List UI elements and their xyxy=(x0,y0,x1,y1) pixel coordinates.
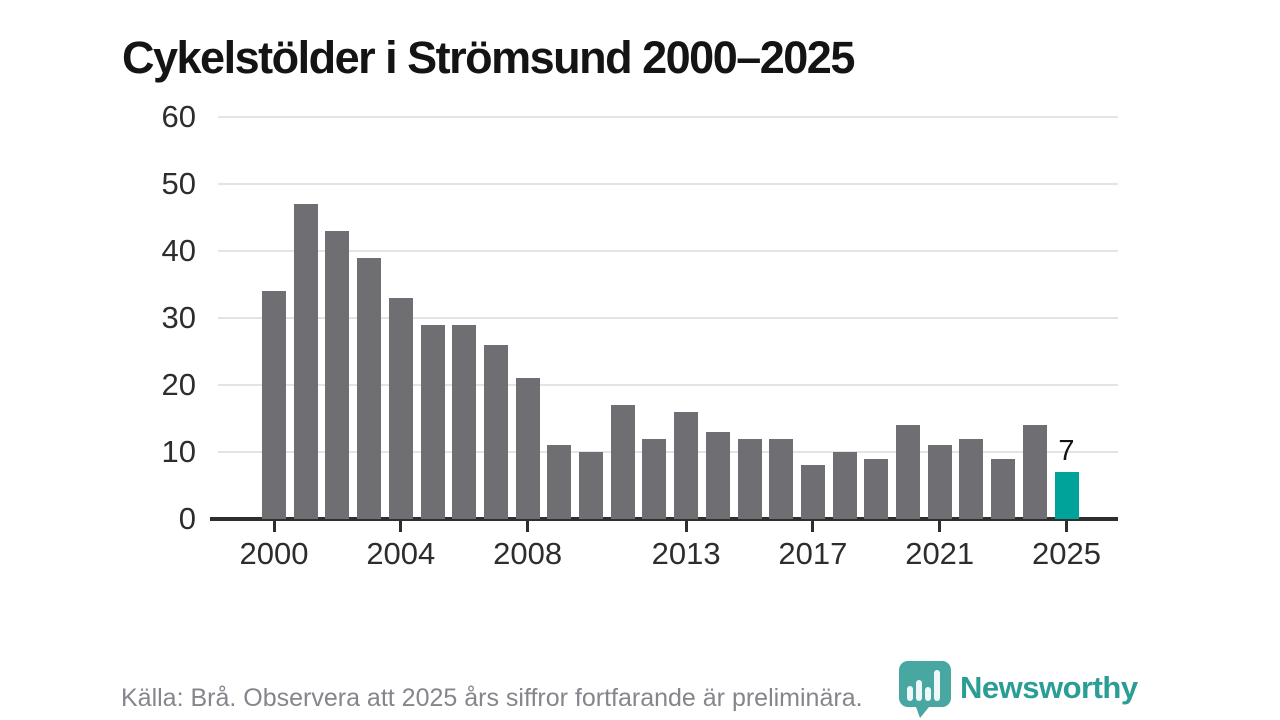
bar-2005 xyxy=(420,324,445,519)
bar-2000 xyxy=(262,291,286,519)
newsworthy-logo-icon xyxy=(899,661,951,718)
gridline-y-10 xyxy=(218,451,1118,453)
brand-lockup: Newsworthy xyxy=(896,660,1138,720)
y-tick-label-10: 10 xyxy=(161,434,196,469)
bar-2009 xyxy=(547,445,572,519)
bar-2002 xyxy=(325,230,350,519)
bar-2022 xyxy=(959,438,984,519)
x-tick-label-2025: 2025 xyxy=(1032,536,1101,571)
x-tick-2017 xyxy=(811,521,815,532)
bar-2020 xyxy=(896,425,920,519)
y-tick-label-40: 40 xyxy=(161,233,196,268)
gridline-y-30 xyxy=(218,317,1118,319)
plot-area: 2000 2004 2008 2013 2017 2021 2025 7 xyxy=(210,116,1118,571)
x-tick-label-2008: 2008 xyxy=(493,536,563,571)
bar-2007 xyxy=(483,344,508,519)
bar-2021 xyxy=(927,445,952,519)
x-tick-2013 xyxy=(684,521,688,532)
x-tick-2000 xyxy=(272,521,276,532)
gridline-y-20 xyxy=(218,384,1118,386)
x-tick-label-2013: 2013 xyxy=(651,536,721,571)
gridline-y-40 xyxy=(218,250,1118,252)
bar-2014 xyxy=(705,431,730,519)
bar-2018 xyxy=(832,452,857,519)
y-tick-label-30: 30 xyxy=(161,300,196,335)
x-tick-2021 xyxy=(938,521,942,532)
bar-2019 xyxy=(864,458,889,519)
bar-2010 xyxy=(579,452,603,519)
bar-2012 xyxy=(642,438,667,519)
gridline-y-60 xyxy=(218,116,1118,118)
bar-2016 xyxy=(769,438,794,519)
x-tick-2008 xyxy=(526,521,530,532)
bar-2004 xyxy=(388,297,413,519)
y-tick-label-50: 50 xyxy=(161,166,196,201)
source-note: Källa: Brå. Observera att 2025 års siffr… xyxy=(121,684,863,712)
brand-name: Newsworthy xyxy=(960,670,1138,705)
bar-2013 xyxy=(674,411,699,519)
x-axis-line xyxy=(210,517,1118,521)
bar-2024 xyxy=(1022,425,1047,519)
x-tick-label-2021: 2021 xyxy=(905,536,975,571)
bar-2003 xyxy=(357,257,382,519)
x-tick-label-2004: 2004 xyxy=(366,536,436,571)
y-tick-label-0: 0 xyxy=(178,501,196,536)
bar-2025 xyxy=(1054,472,1079,519)
bar-2006 xyxy=(452,324,477,519)
chart-title: Cykelstölder i Strömsund 2000–2025 xyxy=(122,32,855,84)
x-tick-2025 xyxy=(1065,521,1068,532)
highlight-value-label: 7 xyxy=(1058,435,1075,468)
gridline-y-50 xyxy=(218,183,1118,185)
x-tick-2004 xyxy=(399,521,403,532)
bar-2008 xyxy=(515,378,540,519)
x-tick-label-2000: 2000 xyxy=(239,536,309,571)
y-tick-label-60: 60 xyxy=(161,99,196,134)
bar-2015 xyxy=(737,438,762,519)
bar-2017 xyxy=(800,465,825,519)
y-tick-label-20: 20 xyxy=(161,367,196,402)
bar-2001 xyxy=(293,204,318,519)
x-tick-label-2017: 2017 xyxy=(778,536,848,571)
bar-2011 xyxy=(610,405,635,519)
bar-2023 xyxy=(991,458,1016,519)
